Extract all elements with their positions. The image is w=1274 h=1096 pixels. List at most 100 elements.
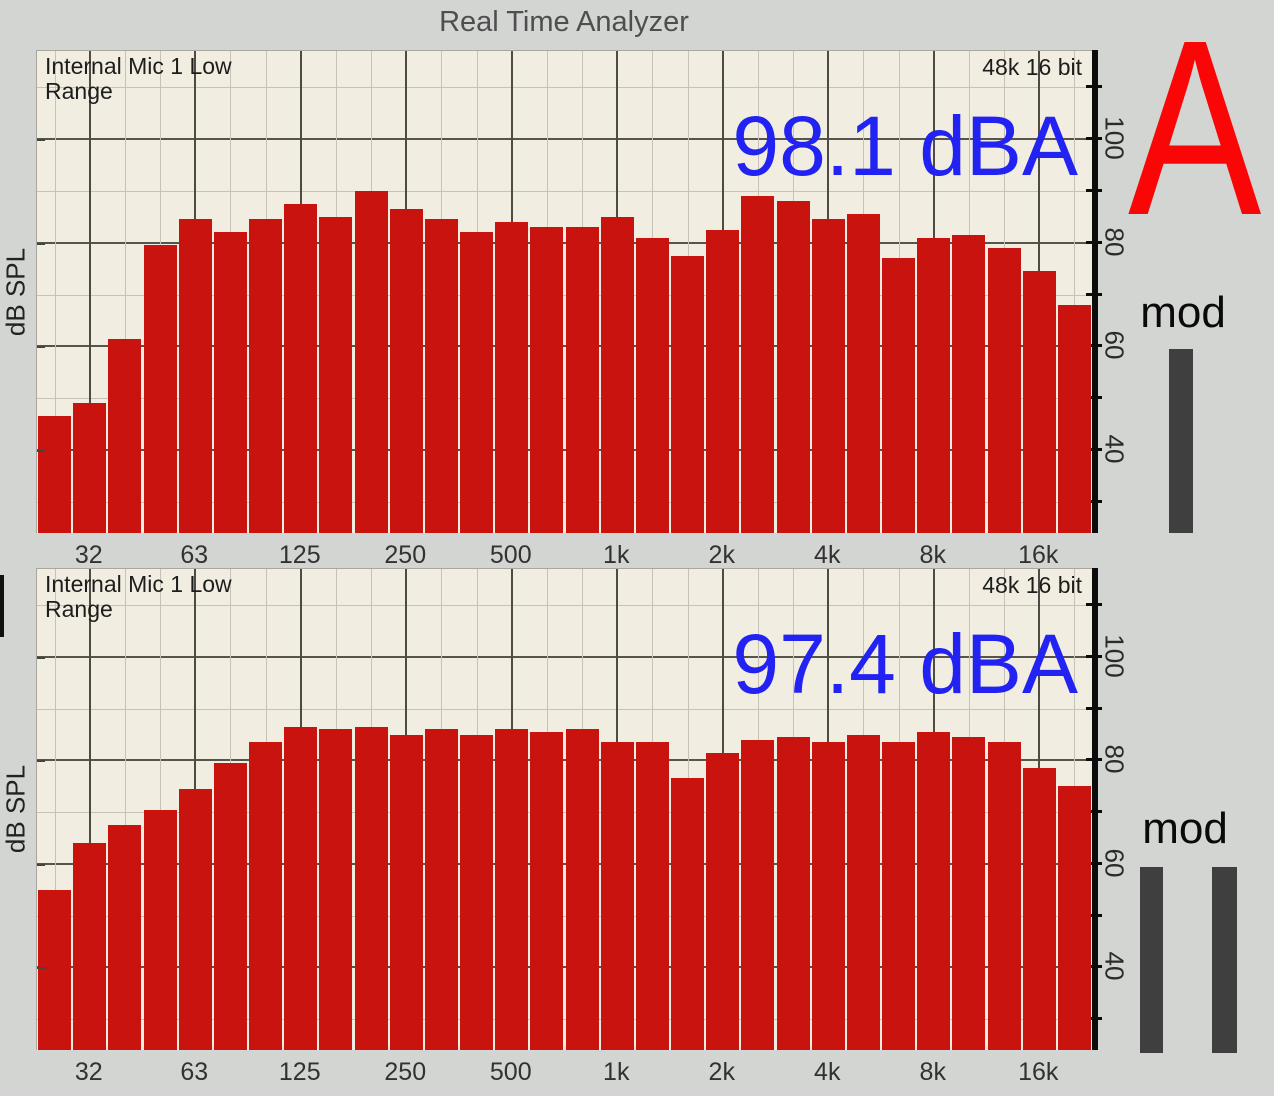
x-tick-label-16k: 16k	[1018, 1058, 1059, 1086]
h-gridline-90db	[37, 708, 1092, 710]
left-tick-80db	[37, 760, 45, 763]
left-tick-40db	[37, 450, 45, 453]
y-tick-label-40: 40	[1099, 951, 1130, 981]
left-tick-100db	[37, 139, 45, 142]
h-gridline-30db	[37, 501, 1092, 503]
rta-chart-top: Internal Mic 1 Low Range 48k 16 bit 98.1…	[0, 50, 1274, 569]
right-axis-line	[1092, 568, 1098, 1050]
sample-rate-label: 48k 16 bit	[982, 54, 1082, 80]
spl-bar-1.6khz	[671, 778, 705, 1050]
spl-bar-6.3khz	[882, 258, 916, 533]
h-gridline-100db	[37, 138, 1092, 141]
plot-area[interactable]: Internal Mic 1 Low Range 48k 16 bit 98.1…	[36, 50, 1092, 533]
x-tick-label-4k: 4k	[814, 541, 841, 569]
x-tick-label-500: 500	[489, 541, 532, 569]
spl-bar-50hz	[143, 245, 177, 533]
spl-bar-40hz	[108, 825, 142, 1050]
sample-rate-label: 48k 16 bit	[982, 572, 1082, 598]
h-gridline-90db	[37, 190, 1092, 192]
input-source-line1: Internal Mic 1 Low	[45, 53, 232, 79]
spl-bar-80hz	[213, 762, 247, 1050]
mod-annotation-label-bottom: mod	[1142, 804, 1228, 853]
input-source-line1: Internal Mic 1 Low	[45, 571, 232, 597]
spl-bar-5khz	[846, 734, 880, 1050]
spl-bar-16khz	[1022, 271, 1056, 533]
x-tick-label-16k: 16k	[1018, 541, 1059, 569]
y-tick-label-60: 60	[1099, 848, 1130, 878]
y-tick-label-100: 100	[1099, 116, 1130, 160]
spl-bar-160hz	[319, 216, 353, 533]
spl-bar-16khz	[1022, 768, 1056, 1050]
spl-bar-8khz	[917, 237, 951, 533]
x-tick-label-8k: 8k	[919, 1058, 946, 1086]
y-axis-title: dB SPL	[0, 247, 31, 336]
v-gridline-25hz	[54, 569, 56, 1050]
spl-bar-50hz	[143, 809, 177, 1050]
h-gridline-50db	[37, 915, 1092, 917]
spl-bar-400hz	[460, 734, 494, 1050]
spl-bar-20khz	[1057, 786, 1091, 1050]
left-tick-100db	[37, 656, 45, 659]
h-gridline-60db	[37, 345, 1092, 348]
spl-bar-315hz	[424, 729, 458, 1050]
spl-bar-200hz	[354, 726, 388, 1050]
spl-bar-1.25khz	[635, 742, 669, 1050]
spl-bar-5khz	[846, 214, 880, 533]
h-gridline-70db	[37, 812, 1092, 814]
input-source-line2: Range	[45, 78, 113, 105]
spl-bar-400hz	[460, 232, 494, 533]
x-tick-label-63: 63	[180, 1058, 209, 1086]
page-title: Real Time Analyzer	[439, 6, 689, 38]
spl-bar-10khz	[952, 737, 986, 1050]
h-gridline-70db	[37, 294, 1092, 296]
y-tick-label-60: 60	[1099, 330, 1130, 360]
x-axis-labels: 32 63 125 250 500 1k 2k 4k 8k 16k	[36, 541, 1092, 569]
x-tick-label-4k: 4k	[814, 1058, 841, 1086]
h-gridline-40db	[37, 966, 1092, 969]
spl-bar-20khz	[1057, 304, 1091, 533]
x-tick-label-250: 250	[384, 1058, 427, 1086]
x-tick-label-1k: 1k	[603, 541, 630, 569]
spl-bar-2khz	[706, 229, 740, 533]
y-tick-label-80: 80	[1099, 744, 1130, 774]
spl-bar-2.5khz	[741, 196, 775, 533]
spl-bar-63hz	[178, 219, 212, 533]
spl-bar-250hz	[389, 734, 423, 1050]
h-gridline-60db	[37, 862, 1092, 865]
spl-bar-3.15khz	[776, 201, 810, 533]
spl-readout: 97.4 dBA	[732, 617, 1078, 711]
v-gridline-40hz	[124, 51, 126, 533]
spl-bar-100hz	[249, 742, 283, 1050]
spl-bar-2khz	[706, 752, 740, 1050]
h-gridline-110db	[37, 605, 1092, 607]
v-gridline-40hz	[124, 569, 126, 1050]
mod-annotation-label-top: mod	[1140, 288, 1226, 337]
spl-readout: 98.1 dBA	[732, 99, 1078, 193]
spl-bar-125hz	[284, 203, 318, 533]
left-tick-60db	[37, 863, 45, 866]
spl-bar-100hz	[249, 219, 283, 533]
plot-area[interactable]: Internal Mic 1 Low Range 48k 16 bit 97.4…	[36, 568, 1092, 1050]
input-source-line2: Range	[45, 596, 113, 623]
spl-bar-4khz	[811, 742, 845, 1050]
spl-bar-1.6khz	[671, 255, 705, 533]
right-axis-line	[1092, 50, 1098, 533]
spl-bar-500hz	[495, 222, 529, 533]
spl-bar-800hz	[565, 227, 599, 533]
x-axis-labels: 32 63 125 250 500 1k 2k 4k 8k 16k	[36, 1058, 1092, 1086]
v-gridline-31.5hz	[88, 569, 91, 1050]
spl-bar-12.5khz	[987, 247, 1021, 533]
x-tick-label-2k: 2k	[708, 1058, 735, 1086]
h-gridline-80db	[37, 241, 1092, 244]
left-tick-60db	[37, 346, 45, 349]
x-tick-label-500: 500	[489, 1058, 532, 1086]
spl-bar-10khz	[952, 235, 986, 533]
y-tick-label-80: 80	[1099, 227, 1130, 257]
spl-bar-315hz	[424, 219, 458, 533]
mod-annotation-bar	[1212, 867, 1237, 1053]
spl-bar-1khz	[600, 742, 634, 1050]
spl-bar-500hz	[495, 729, 529, 1050]
input-source-label: Internal Mic 1 Low Range	[45, 53, 232, 105]
spl-bar-125hz	[284, 726, 318, 1050]
spl-bar-8khz	[917, 731, 951, 1050]
